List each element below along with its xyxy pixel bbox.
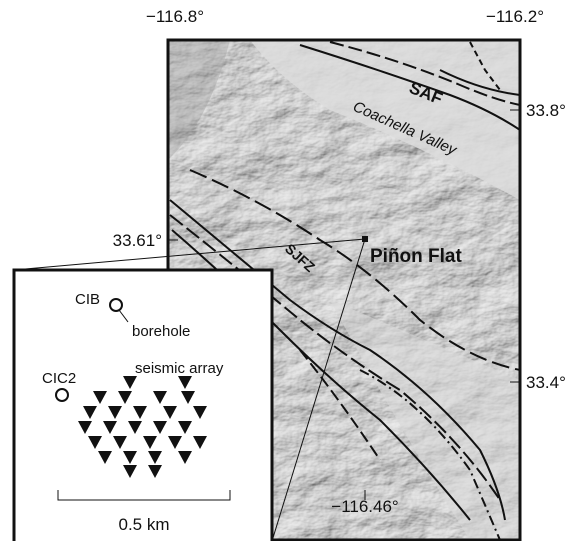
scale-bar xyxy=(57,490,231,501)
lon-label: −116.8° xyxy=(146,7,204,26)
leader-lines xyxy=(13,238,366,541)
station-label: CIB xyxy=(75,291,100,308)
station-symbol xyxy=(55,388,69,402)
lat-label: 33.8° xyxy=(526,101,566,120)
inset-frame xyxy=(12,268,274,541)
callout xyxy=(118,309,129,323)
lon-label: −116.2° xyxy=(486,7,544,26)
scale-label: 0.5 km xyxy=(118,515,169,534)
lat-label: 33.4° xyxy=(526,373,566,392)
ticks xyxy=(168,109,520,500)
lat-label: 33.61° xyxy=(113,231,162,250)
station-label: borehole xyxy=(132,323,190,340)
site-marker xyxy=(362,236,368,242)
borehole-symbol xyxy=(109,298,123,312)
lon-label: −116.46° xyxy=(331,497,398,516)
site-label: Piñon Flat xyxy=(370,246,463,267)
station-label: CIC2 xyxy=(42,370,76,387)
array-label: seismic array xyxy=(135,360,224,377)
